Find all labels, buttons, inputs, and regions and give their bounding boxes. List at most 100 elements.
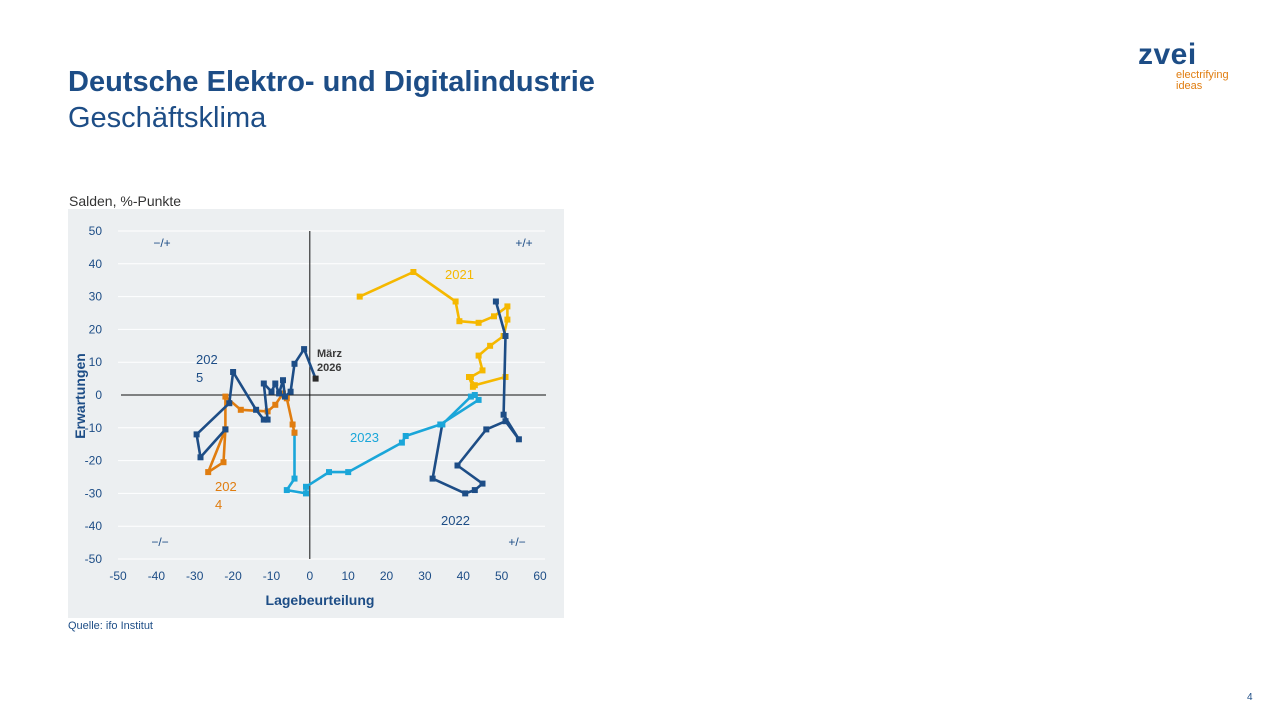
data-point [487, 342, 494, 349]
y-tick-label: 30 [89, 290, 103, 304]
data-point [260, 380, 267, 387]
data-point [276, 390, 283, 397]
data-point [226, 400, 233, 407]
data-point [471, 487, 478, 494]
data-point [205, 469, 212, 476]
x-tick-label: 20 [380, 569, 394, 583]
y-tick-label: -10 [85, 421, 103, 435]
x-tick-label: -30 [186, 569, 204, 583]
data-point [467, 393, 474, 400]
data-point [345, 469, 352, 476]
data-point [326, 469, 332, 476]
x-tick-label: -10 [263, 569, 281, 583]
x-tick-label: -20 [224, 569, 242, 583]
quadrant-label-bottom-right: +/− [508, 535, 525, 549]
y-tick-label: 20 [89, 322, 103, 336]
series-label-2025-part2: 5 [196, 370, 203, 385]
data-point [471, 392, 478, 398]
series-2023 [283, 392, 482, 497]
series-line-2022 [431, 301, 521, 495]
data-point [410, 269, 417, 275]
data-point [429, 475, 436, 482]
data-point [475, 396, 482, 403]
x-tick-label: 10 [342, 569, 356, 583]
data-point [291, 429, 298, 436]
data-point [504, 303, 511, 310]
data-point [264, 416, 271, 423]
x-tick-label: -50 [109, 569, 127, 583]
data-point [398, 439, 405, 446]
data-point [303, 483, 309, 490]
source-note: Quelle: ifo Institut [68, 620, 153, 632]
data-point [281, 393, 288, 400]
gridlines [118, 230, 545, 560]
data-point [193, 431, 200, 438]
y-tick-label: -50 [85, 552, 103, 566]
data-point [500, 411, 507, 418]
data-point [515, 436, 522, 443]
x-tick-label: 60 [533, 569, 547, 583]
data-point [272, 401, 279, 408]
y-tick-label: 10 [89, 355, 103, 369]
data-point [220, 459, 227, 466]
data-point [502, 333, 509, 339]
y-tick-label: -30 [85, 486, 103, 500]
chart-panel [68, 209, 564, 618]
page-title: Deutsche Elektro- und Digitalindustrie [68, 66, 595, 98]
y-tick-label: -40 [85, 519, 103, 533]
data-point [456, 318, 463, 325]
data-point [268, 388, 275, 395]
x-tick-label: 50 [495, 569, 509, 583]
data-point [303, 490, 309, 497]
data-point [471, 382, 478, 389]
series-label-2024-part2: 4 [215, 497, 222, 512]
data-point [291, 475, 298, 482]
quadrant-label-top-right: +/+ [515, 236, 532, 250]
data-point [230, 369, 237, 375]
data-point [291, 360, 298, 367]
series-label-2025-part1: 202 [196, 352, 218, 367]
data-point [466, 374, 472, 380]
y-tick-label: 40 [89, 257, 103, 271]
data-point [483, 426, 490, 433]
y-tick-label: 0 [95, 388, 102, 402]
quadrant-label-top-left: −/+ [153, 236, 170, 250]
page-number: 4 [1247, 692, 1253, 703]
page-subtitle: Geschäftsklima [68, 102, 267, 134]
data-point [253, 406, 260, 413]
data-point [479, 367, 486, 374]
series-2025 [193, 346, 319, 461]
data-point [237, 406, 244, 413]
series-label-2021: 2021 [445, 267, 474, 282]
x-tick-label: 0 [306, 569, 313, 583]
last-point-label-month: März [317, 348, 343, 360]
x-axis-title: Lagebeurteilung [266, 592, 375, 608]
data-point [280, 377, 286, 384]
chart-labels: Lagebeurteilung Erwartungen −/+ +/+ −/− … [72, 236, 533, 608]
data-point [289, 421, 296, 428]
data-point [283, 487, 290, 494]
data-point [462, 490, 469, 497]
series-label-2024-part1: 202 [215, 479, 237, 494]
x-tick-label: -40 [148, 569, 166, 583]
data-point [280, 390, 286, 397]
data-point [402, 433, 409, 439]
data-point [222, 393, 229, 400]
data-point [475, 319, 482, 326]
y-tick-label: -20 [85, 454, 103, 468]
data-point [197, 454, 204, 461]
data-point [479, 480, 486, 487]
logo-tagline-1: electrifying [1176, 69, 1229, 81]
series-label-2023: 2023 [350, 430, 379, 445]
last-point-label-year: 2026 [317, 362, 341, 374]
series-label-2022: 2022 [441, 513, 470, 528]
data-point [452, 298, 459, 305]
data-point [437, 421, 444, 428]
data-point [222, 426, 229, 433]
series-line-2023 [285, 393, 480, 495]
quadrant-label-bottom-left: −/− [151, 535, 168, 549]
logo-tagline-2: ideas [1176, 80, 1203, 92]
data-point [260, 416, 267, 423]
data-point [356, 293, 363, 300]
